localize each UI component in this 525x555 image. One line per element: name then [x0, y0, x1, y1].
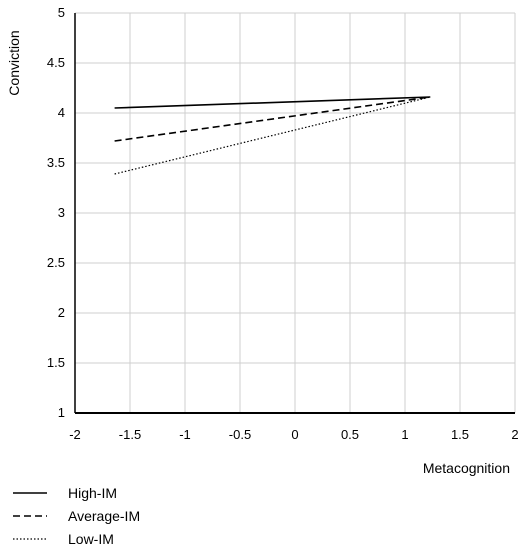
- axes: [74, 13, 515, 414]
- legend-label: Average-IM: [68, 508, 140, 524]
- x-axis-label: Metacognition: [423, 460, 510, 476]
- y-tick-label: 2.5: [47, 255, 65, 270]
- y-tick-label: 3: [58, 205, 65, 220]
- series-lines: [114, 96, 431, 175]
- x-tick-label: -2: [69, 427, 81, 442]
- series-line-low-im: [114, 96, 431, 175]
- legend-label: Low-IM: [68, 531, 114, 547]
- y-tick-labels: 1 1.5 2 2.5 3 3.5 4 4.5 5: [47, 5, 65, 420]
- y-tick-label: 4: [58, 105, 65, 120]
- series-line-average-im: [114, 96, 431, 142]
- x-tick-label: 2: [511, 427, 518, 442]
- y-axis-label: Conviction: [6, 30, 22, 95]
- y-tick-label: 2: [58, 305, 65, 320]
- y-tick-label: 4.5: [47, 55, 65, 70]
- y-tick-label: 5: [58, 5, 65, 20]
- series-line-high-im: [114, 96, 431, 109]
- x-tick-label: -1.5: [119, 427, 141, 442]
- x-tick-label: 1: [401, 427, 408, 442]
- x-tick-label: -0.5: [229, 427, 251, 442]
- legend-label: High-IM: [68, 485, 117, 501]
- y-tick-label: 1.5: [47, 355, 65, 370]
- x-tick-label: -1: [179, 427, 191, 442]
- legend: High-IM Average-IM Low-IM: [13, 485, 140, 547]
- y-tick-label: 3.5: [47, 155, 65, 170]
- x-tick-label: 0: [291, 427, 298, 442]
- y-tick-label: 1: [58, 405, 65, 420]
- x-tick-label: 1.5: [451, 427, 469, 442]
- x-tick-labels: -2 -1.5 -1 -0.5 0 0.5 1 1.5 2: [69, 427, 518, 442]
- x-tick-label: 0.5: [341, 427, 359, 442]
- grid: [74, 12, 516, 414]
